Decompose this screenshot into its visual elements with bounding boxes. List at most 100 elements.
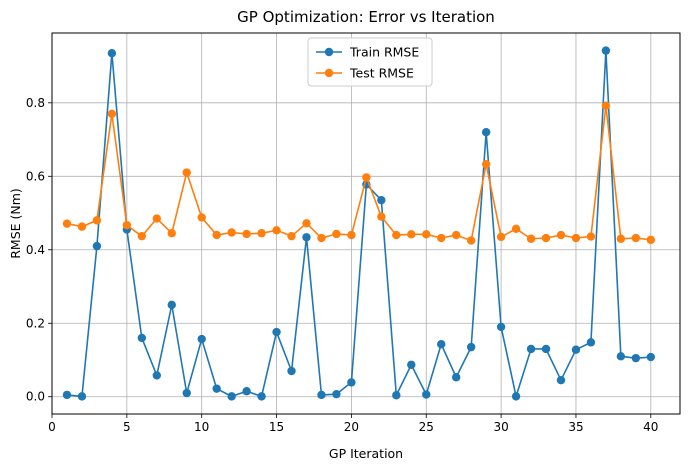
data-point-train-rmse <box>347 378 356 387</box>
data-point-train-rmse <box>62 390 72 400</box>
data-point-train-rmse <box>437 339 446 349</box>
data-point-test-rmse <box>556 230 566 240</box>
chart-title: GP Optimization: Error vs Iteration <box>237 8 495 26</box>
data-point-train-rmse <box>272 327 281 337</box>
data-point-test-rmse <box>182 168 191 177</box>
data-point-train-rmse <box>377 195 386 205</box>
series-test-rmse <box>62 101 656 245</box>
y-tick-label: 0.6 <box>26 169 45 183</box>
series-train-rmse <box>62 46 656 401</box>
data-point-train-rmse <box>526 344 536 354</box>
data-point-test-rmse <box>137 231 147 241</box>
series-layer <box>62 46 656 401</box>
data-point-test-rmse <box>122 220 132 230</box>
x-tick-label: 20 <box>344 420 359 434</box>
axis-ticks: 0 5 10 15 20 25 30 35 40 0.0 0.2 0.4 0.6 0.8 <box>26 96 659 434</box>
data-point-train-rmse <box>422 390 431 399</box>
data-point-test-rmse <box>631 233 641 243</box>
data-point-train-rmse <box>242 387 251 396</box>
data-point-test-rmse <box>107 109 117 119</box>
data-point-train-rmse <box>466 342 476 352</box>
data-point-test-rmse <box>422 230 431 239</box>
x-tick-label: 10 <box>194 420 209 434</box>
data-point-train-rmse <box>317 390 326 400</box>
data-point-train-rmse <box>287 366 296 376</box>
x-tick-label: 30 <box>493 420 508 434</box>
data-point-train-rmse <box>646 352 656 362</box>
data-point-test-rmse <box>616 234 626 243</box>
x-axis-label: GP Iteration <box>329 446 403 461</box>
data-point-test-rmse <box>347 230 356 240</box>
legend-box <box>307 37 433 87</box>
data-point-train-rmse <box>212 384 221 393</box>
data-point-test-rmse <box>646 235 656 245</box>
data-point-train-rmse <box>227 392 236 401</box>
data-point-train-rmse <box>92 241 102 251</box>
data-point-test-rmse <box>466 236 476 245</box>
data-point-train-rmse <box>556 375 566 385</box>
data-point-test-rmse <box>257 229 266 238</box>
data-point-train-rmse <box>302 233 311 242</box>
x-tick-label: 0 <box>48 420 56 434</box>
data-point-test-rmse <box>242 229 251 239</box>
y-tick-label: 0.2 <box>26 316 45 330</box>
series-line-train-rmse <box>66 49 651 398</box>
data-point-test-rmse <box>451 230 461 240</box>
y-tick-label: 0.0 <box>26 390 45 404</box>
data-point-test-rmse <box>92 216 102 225</box>
legend: Train RMSE Test RMSE <box>307 37 433 87</box>
data-point-test-rmse <box>377 212 386 221</box>
data-point-test-rmse <box>601 101 611 110</box>
series-line-test-rmse <box>66 104 651 242</box>
y-tick-label: 0.8 <box>26 96 45 110</box>
data-point-test-rmse <box>317 233 326 243</box>
legend-marker-test-rmse <box>324 68 334 78</box>
data-point-train-rmse <box>392 391 401 400</box>
data-point-train-rmse <box>541 344 551 354</box>
data-point-train-rmse <box>107 49 117 58</box>
data-point-train-rmse <box>601 46 611 55</box>
data-point-test-rmse <box>511 224 521 234</box>
data-point-train-rmse <box>586 338 596 347</box>
data-point-train-rmse <box>152 371 161 380</box>
x-tick-label: 40 <box>643 420 658 434</box>
data-point-test-rmse <box>586 232 596 241</box>
data-point-train-rmse <box>631 353 641 363</box>
data-point-test-rmse <box>152 214 161 223</box>
data-point-train-rmse <box>197 334 206 344</box>
data-point-test-rmse <box>362 173 371 182</box>
x-tick-label: 15 <box>269 420 284 434</box>
data-point-test-rmse <box>167 229 176 238</box>
legend-marker-train-rmse <box>324 47 334 57</box>
data-point-train-rmse <box>167 300 176 310</box>
x-tick-label: 35 <box>568 420 583 434</box>
x-tick-label: 5 <box>123 420 131 434</box>
data-point-train-rmse <box>77 392 87 401</box>
data-point-test-rmse <box>571 233 581 243</box>
data-point-train-rmse <box>616 352 626 361</box>
data-point-train-rmse <box>407 360 416 369</box>
legend-label-test-rmse: Test RMSE <box>349 66 414 81</box>
data-point-train-rmse <box>137 333 147 343</box>
data-point-test-rmse <box>437 233 446 243</box>
data-point-test-rmse <box>272 226 281 235</box>
y-axis-label: RMSE (Nm) <box>8 188 23 259</box>
data-point-train-rmse <box>257 392 266 401</box>
data-point-test-rmse <box>287 231 296 241</box>
data-point-test-rmse <box>62 219 72 228</box>
data-point-test-rmse <box>526 234 536 243</box>
data-point-train-rmse <box>571 345 581 354</box>
data-point-train-rmse <box>481 127 491 137</box>
data-point-test-rmse <box>407 230 416 239</box>
data-point-train-rmse <box>332 389 341 399</box>
data-point-test-rmse <box>77 222 87 231</box>
data-point-test-rmse <box>197 213 206 222</box>
data-point-test-rmse <box>302 219 311 228</box>
x-tick-label: 25 <box>419 420 434 434</box>
grid-lines <box>51 33 680 414</box>
data-point-train-rmse <box>182 388 191 398</box>
data-point-train-rmse <box>496 322 506 332</box>
data-point-test-rmse <box>541 233 551 243</box>
y-tick-label: 0.4 <box>26 243 45 257</box>
